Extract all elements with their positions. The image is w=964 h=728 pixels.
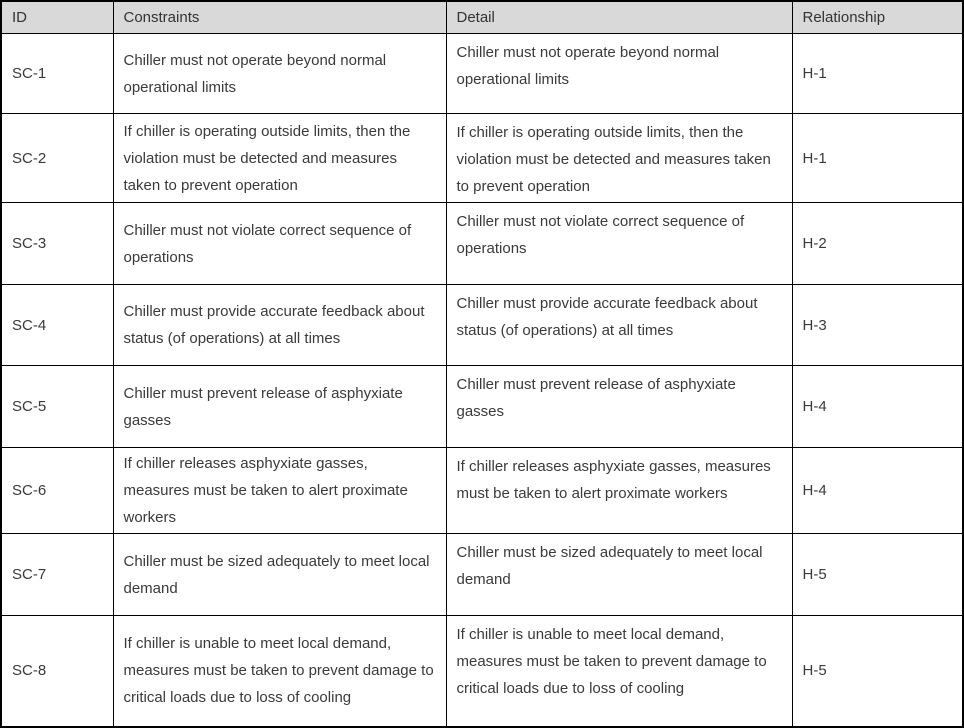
cell-relationship: H-5 [791,615,964,727]
cell-detail: Chiller must be sized adequately to meet… [445,533,793,616]
cell-id: SC-5 [0,365,114,448]
cell-constraints: Chiller must be sized adequately to meet… [112,533,447,616]
table-row: SC-5 Chiller must prevent release of asp… [0,365,964,448]
cell-detail: Chiller must not violate correct sequenc… [445,202,793,285]
table-row: SC-3 Chiller must not violate correct se… [0,202,964,285]
cell-constraints: If chiller is operating outside limits, … [112,113,447,203]
table-row: SC-2 If chiller is operating outside lim… [0,113,964,203]
cell-constraints: If chiller is unable to meet local deman… [112,615,447,727]
cell-id: SC-1 [0,33,114,114]
cell-id: SC-7 [0,533,114,616]
table-row: SC-8 If chiller is unable to meet local … [0,615,964,727]
table-row: SC-4 Chiller must provide accurate feedb… [0,284,964,366]
cell-detail: If chiller releases asphyxiate gasses, m… [445,447,793,534]
cell-relationship: H-3 [791,284,964,366]
cell-constraints: Chiller must provide accurate feedback a… [112,284,447,366]
column-header-relationship: Relationship [791,0,964,34]
table-row: SC-1 Chiller must not operate beyond nor… [0,33,964,114]
cell-relationship: H-1 [791,113,964,203]
cell-detail: Chiller must not operate beyond normal o… [445,33,793,114]
cell-relationship: H-1 [791,33,964,114]
cell-relationship: H-4 [791,447,964,534]
cell-id: SC-6 [0,447,114,534]
cell-detail: Chiller must prevent release of asphyxia… [445,365,793,448]
cell-relationship: H-4 [791,365,964,448]
cell-constraints: Chiller must not violate correct sequenc… [112,202,447,285]
cell-detail: If chiller is unable to meet local deman… [445,615,793,727]
table-row: SC-6 If chiller releases asphyxiate gass… [0,447,964,534]
column-header-detail: Detail [445,0,793,34]
cell-relationship: H-2 [791,202,964,285]
cell-id: SC-3 [0,202,114,285]
cell-id: SC-8 [0,615,114,727]
cell-id: SC-2 [0,113,114,203]
cell-relationship: H-5 [791,533,964,616]
cell-id: SC-4 [0,284,114,366]
cell-constraints: Chiller must not operate beyond normal o… [112,33,447,114]
cell-constraints: If chiller releases asphyxiate gasses, m… [112,447,447,534]
cell-constraints: Chiller must prevent release of asphyxia… [112,365,447,448]
column-header-constraints: Constraints [112,0,447,34]
header-row: ID Constraints Detail Relationship [0,0,964,34]
cell-detail: If chiller is operating outside limits, … [445,113,793,203]
column-header-id: ID [0,0,114,34]
table-row: SC-7 Chiller must be sized adequately to… [0,533,964,616]
cell-detail: Chiller must provide accurate feedback a… [445,284,793,366]
